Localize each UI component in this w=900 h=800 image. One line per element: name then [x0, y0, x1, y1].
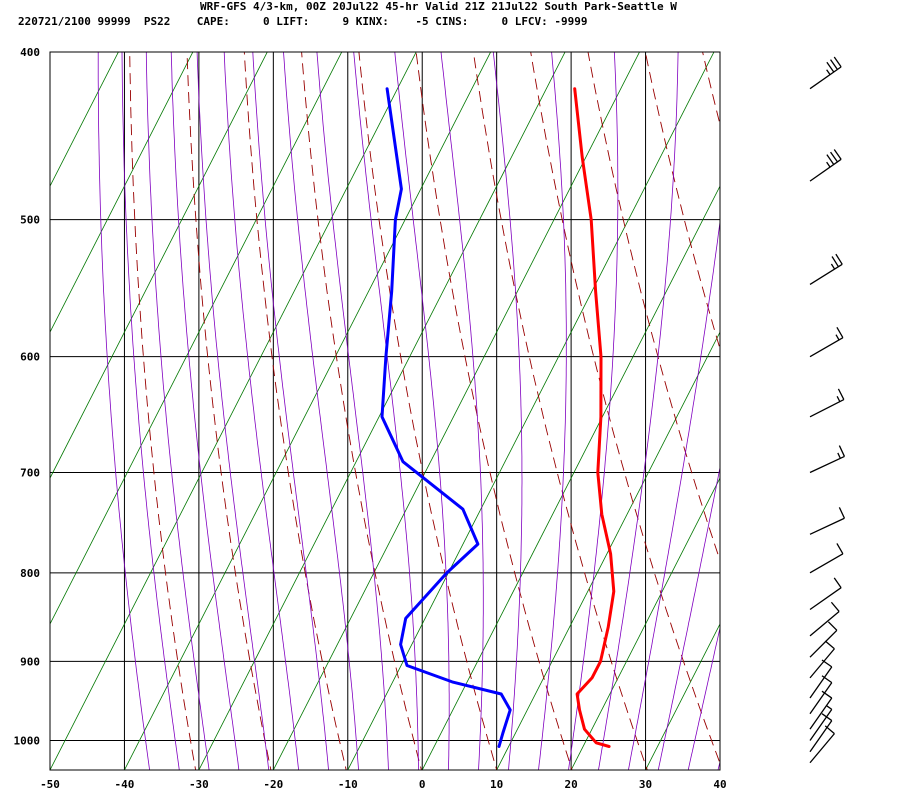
moist-adiabat [145, 52, 210, 770]
temperature-tick-label: 30 [639, 778, 652, 791]
pressure-tick-label: 900 [20, 655, 40, 668]
skewed-isotherm [272, 52, 640, 770]
wind-barb [809, 577, 842, 611]
moist-adiabat [568, 52, 619, 770]
sounding-header: WRF-GFS 4/3-km, 00Z 20Jul22 45-hr Valid … [0, 0, 900, 32]
moist-adiabat [196, 52, 270, 770]
temperature-tick-label: 40 [713, 778, 726, 791]
skewed-isotherm [791, 13, 900, 777]
moist-adiabat [687, 626, 720, 770]
temperature-tick-label: 10 [490, 778, 503, 791]
dry-adiabat [863, 14, 900, 778]
temperature-tick-label: -40 [115, 778, 135, 791]
background-lines [50, 13, 900, 778]
skewed-isotherm [421, 185, 720, 770]
temperature-tick-label: -10 [338, 778, 358, 791]
moist-adiabat [170, 52, 240, 770]
temperature-tick-label: 0 [419, 778, 426, 791]
skewed-isotherm [198, 52, 566, 770]
pressure-temperature-grid [49, 51, 721, 770]
dry-adiabat [129, 52, 197, 770]
wind-barb [809, 149, 842, 182]
moist-adiabat [283, 52, 359, 770]
wind-barb [809, 388, 845, 418]
header-indices: 220721/2100 99999 PS22 CAPE: 0 LIFT: 9 K… [18, 15, 588, 28]
sounding-profiles [380, 87, 616, 748]
dry-adiabat [358, 52, 498, 770]
skewed-isotherm [50, 52, 343, 625]
wind-barb [809, 326, 844, 358]
dry-adiabat [702, 52, 720, 127]
skewed-isotherm [50, 52, 268, 479]
skewed-isotherm [50, 52, 194, 333]
moist-adiabat [121, 52, 180, 770]
wind-barb-column [809, 56, 846, 764]
dry-adiabat [644, 52, 720, 351]
dry-adiabat [807, 14, 900, 778]
wind-barb [809, 253, 843, 285]
plot-frame [49, 51, 721, 771]
moist-adiabat [353, 52, 419, 770]
axis-labels: 400 500 600 700 800 900 1000 -50 -40 -30 -20 -10 0 10… [14, 46, 727, 791]
dry-adiabat [186, 52, 272, 770]
wind-barb [809, 690, 833, 730]
dry-adiabat [243, 52, 347, 770]
dewpoint-profile-line [380, 87, 512, 748]
wind-barb [809, 621, 838, 658]
moist-adiabat [394, 52, 450, 770]
moist-adiabat [657, 465, 720, 770]
moist-adiabat [627, 218, 720, 770]
moist-adiabat [597, 52, 679, 770]
pressure-tick-label: 1000 [14, 735, 41, 748]
header-title: WRF-GFS 4/3-km, 00Z 20Jul22 45-hr Valid … [200, 0, 677, 13]
dry-adiabat [301, 52, 422, 770]
skewed-isotherm [719, 769, 720, 770]
wind-barb [809, 601, 840, 637]
moist-adiabat [252, 52, 330, 770]
dry-adiabat [472, 52, 648, 770]
pressure-tick-label: 400 [20, 46, 40, 59]
skewed-isotherm [496, 331, 720, 770]
moist-adiabat [492, 52, 523, 770]
moist-adiabat [440, 52, 484, 770]
wind-barb [809, 640, 835, 679]
skewed-isotherm [50, 52, 417, 770]
skewed-isotherm [123, 52, 492, 770]
pressure-tick-label: 800 [20, 567, 40, 580]
moist-adiabat [717, 759, 720, 770]
temperature-tick-label: -30 [189, 778, 209, 791]
moist-adiabat [538, 52, 567, 770]
pressure-tick-label: 600 [20, 351, 40, 364]
wind-barb [809, 56, 842, 90]
wind-barb [809, 659, 833, 699]
temperature-profile-line [573, 87, 616, 748]
skewed-isotherm [645, 623, 720, 770]
wind-barb [809, 705, 833, 741]
skewed-isotherm [347, 52, 715, 770]
pressure-tick-label: 700 [20, 467, 40, 480]
dry-adiabat [587, 52, 720, 562]
temperature-tick-label: -50 [40, 778, 60, 791]
temperature-tick-label: 20 [564, 778, 577, 791]
skewed-isotherm [570, 477, 720, 770]
wind-barb [809, 445, 846, 474]
moist-adiabat [97, 52, 151, 770]
wind-barb [809, 713, 833, 753]
wind-barb [809, 543, 844, 574]
wind-barb [809, 675, 833, 715]
dry-adiabat [530, 52, 720, 765]
moist-adiabat [223, 52, 300, 770]
temperature-tick-label: -20 [263, 778, 283, 791]
wind-barb [809, 725, 835, 764]
moist-adiabat [316, 52, 389, 770]
dry-adiabat [415, 52, 573, 770]
pressure-tick-label: 500 [20, 214, 40, 227]
wind-barb [809, 507, 846, 535]
skewed-isotherm [50, 52, 119, 188]
